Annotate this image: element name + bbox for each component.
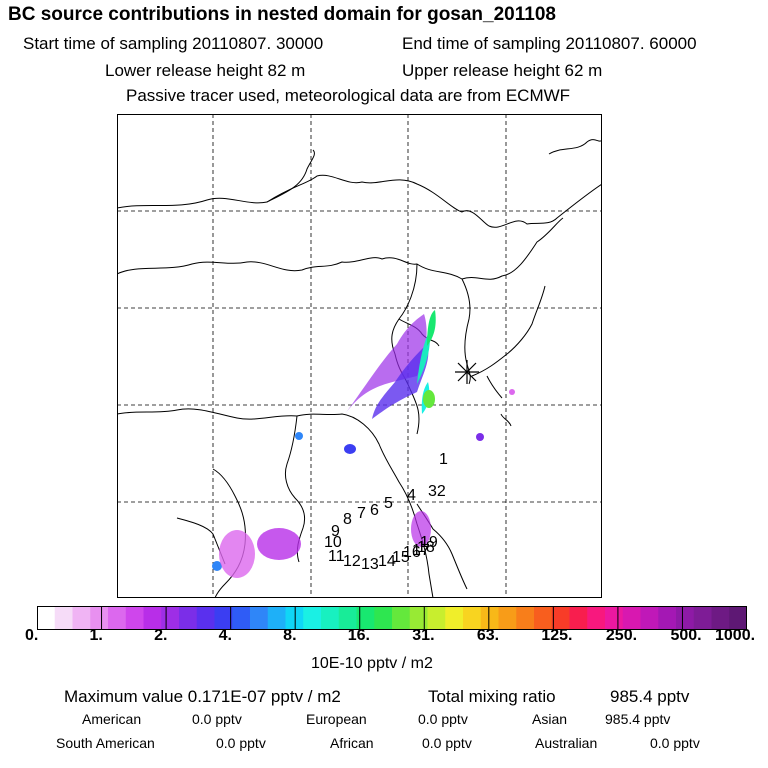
colorbar-tick-label: 1. bbox=[89, 627, 103, 644]
colorbar-tick-label: 16. bbox=[347, 627, 370, 644]
colorbar-segment bbox=[498, 606, 517, 630]
colorbar-segment bbox=[551, 606, 570, 630]
map-panel: 1 32 4 5 6 7 8 9 10 11 12 13 14 15 16 17… bbox=[117, 114, 602, 598]
traj-label-32: 32 bbox=[428, 483, 446, 500]
australian-value: 0.0 pptv bbox=[650, 735, 700, 751]
european-value: 0.0 pptv bbox=[418, 711, 468, 727]
colorbar-tick-label: 2. bbox=[154, 627, 168, 644]
colorbar-segment bbox=[445, 606, 464, 630]
colorbar-segment bbox=[569, 606, 588, 630]
colorbar-segment bbox=[321, 606, 340, 630]
colorbar-segment bbox=[640, 606, 659, 630]
data-note: Passive tracer used, meteorological data… bbox=[126, 86, 571, 105]
colorbar-segment bbox=[676, 606, 695, 630]
colorbar-tick-label: 0. bbox=[25, 627, 39, 644]
american-label: American bbox=[82, 711, 142, 727]
traj-label-19: 19 bbox=[420, 534, 438, 551]
colorbar-segment bbox=[392, 606, 411, 630]
colorbar-segment bbox=[711, 606, 730, 630]
colorbar-segment bbox=[72, 606, 91, 630]
maximum-value: Maximum value 0.171E-07 pptv / m2 bbox=[64, 687, 341, 706]
colorbar-segment bbox=[427, 606, 446, 630]
colorbar-segment bbox=[250, 606, 269, 630]
colorbar-segment bbox=[214, 606, 233, 630]
traj-label-4: 4 bbox=[407, 487, 416, 504]
colorbar-segment bbox=[108, 606, 127, 630]
traj-label-10: 10 bbox=[324, 534, 342, 551]
total-mixing-label: Total mixing ratio bbox=[428, 687, 556, 706]
lat-lon-grid bbox=[117, 114, 602, 598]
colorbar-segment bbox=[125, 606, 144, 630]
traj-label-17: 17 bbox=[412, 542, 430, 559]
trajectory-labels: 1 32 4 5 6 7 8 9 10 11 12 13 14 15 16 17… bbox=[324, 451, 448, 573]
colorbar-tick-label: 8. bbox=[283, 627, 297, 644]
colorbar-segment bbox=[267, 606, 286, 630]
colorbar-segment bbox=[622, 606, 641, 630]
colorbar-segment bbox=[463, 606, 482, 630]
african-value: 0.0 pptv bbox=[422, 735, 472, 751]
colorbar-tick-label: 1000. bbox=[715, 627, 756, 644]
traj-label-12: 12 bbox=[343, 553, 361, 570]
colorbar-tick-label: 500. bbox=[670, 627, 702, 644]
south-american-value: 0.0 pptv bbox=[216, 735, 266, 751]
traj-label-9: 9 bbox=[331, 523, 340, 540]
colorbar-segment bbox=[729, 606, 747, 630]
colorbar-segment bbox=[37, 606, 56, 630]
colorbar-segment bbox=[303, 606, 322, 630]
colorbar-segment bbox=[285, 606, 304, 630]
traj-label-7: 7 bbox=[357, 505, 366, 522]
colorbar-segment bbox=[587, 606, 606, 630]
colorbar-segment bbox=[409, 606, 428, 630]
colorbar-segment bbox=[179, 606, 198, 630]
south-american-label: South American bbox=[56, 735, 155, 751]
traj-label-8: 8 bbox=[343, 511, 352, 528]
traj-label-5: 5 bbox=[384, 495, 393, 512]
traj-label-16: 16 bbox=[403, 544, 421, 561]
australian-label: Australian bbox=[535, 735, 598, 751]
traj-label-18: 18 bbox=[417, 539, 435, 556]
colorbar bbox=[37, 606, 747, 630]
source-contribution-plume bbox=[212, 310, 515, 578]
colorbar-frame bbox=[37, 606, 747, 630]
colorbar-segment bbox=[232, 606, 251, 630]
colorbar-segment bbox=[374, 606, 393, 630]
asian-value: 985.4 pptv bbox=[605, 711, 671, 727]
colorbar-segment bbox=[693, 606, 712, 630]
colorbar-tick-label: 4. bbox=[218, 627, 232, 644]
lower-release-height: Lower release height 82 m bbox=[105, 61, 306, 80]
colorbar-segment bbox=[356, 606, 375, 630]
traj-label-1: 1 bbox=[439, 451, 448, 468]
colorbar-segment bbox=[605, 606, 624, 630]
colorbar-unit: 10E-10 pptv / m2 bbox=[311, 655, 433, 672]
traj-label-13: 13 bbox=[361, 556, 379, 573]
traj-label-11: 11 bbox=[328, 548, 345, 565]
colorbar-segment bbox=[196, 606, 215, 630]
total-mixing-value: 985.4 pptv bbox=[610, 687, 690, 706]
colorbar-segment bbox=[658, 606, 677, 630]
colorbar-tick-label: 250. bbox=[605, 627, 638, 644]
end-time: End time of sampling 20110807. 60000 bbox=[402, 34, 697, 53]
colorbar-tick-label: 125. bbox=[541, 627, 573, 644]
colorbar-tick-label: 63. bbox=[476, 627, 500, 644]
star-cross-icon bbox=[455, 360, 479, 384]
colorbar-segment bbox=[90, 606, 109, 630]
traj-label-14: 14 bbox=[378, 553, 396, 570]
colorbar-segment bbox=[54, 606, 73, 630]
european-label: European bbox=[306, 711, 367, 727]
start-time: Start time of sampling 20110807. 30000 bbox=[23, 34, 324, 53]
colorbar-segment bbox=[516, 606, 535, 630]
colorbar-segment bbox=[338, 606, 357, 630]
african-label: African bbox=[330, 735, 374, 751]
colorbar-segment bbox=[143, 606, 162, 630]
traj-label-6: 6 bbox=[370, 502, 379, 519]
page-title: BC source contributions in nested domain… bbox=[8, 4, 556, 25]
asian-label: Asian bbox=[532, 711, 568, 727]
colorbar-tick-label: 31. bbox=[412, 627, 435, 644]
traj-label-15: 15 bbox=[392, 549, 410, 566]
colorbar-segment bbox=[534, 606, 553, 630]
american-value: 0.0 pptv bbox=[192, 711, 242, 727]
colorbar-segment bbox=[480, 606, 499, 630]
upper-release-height: Upper release height 62 m bbox=[402, 61, 603, 80]
